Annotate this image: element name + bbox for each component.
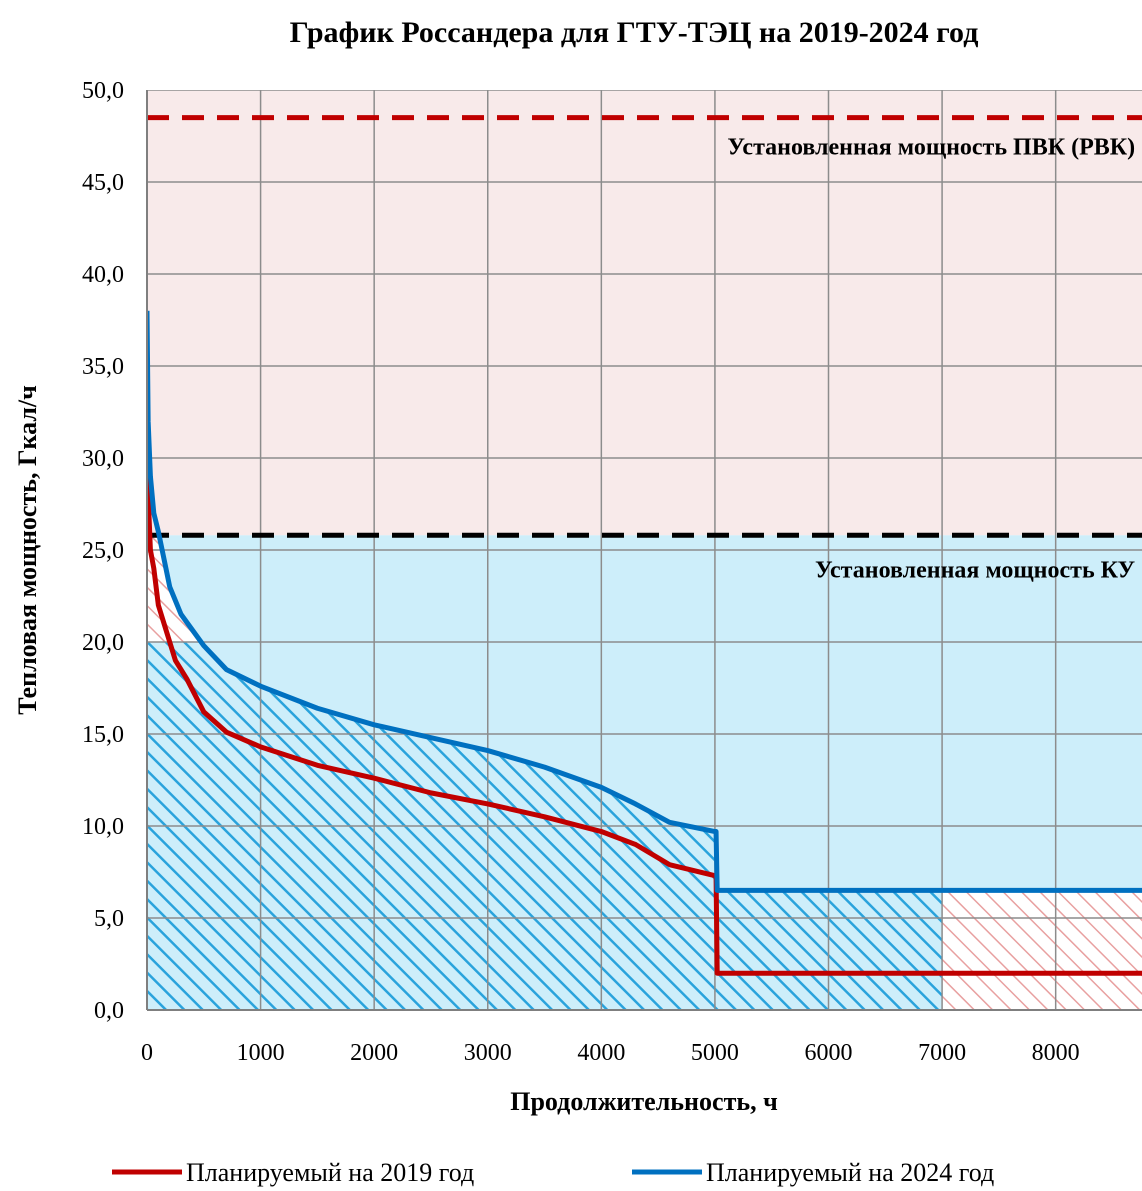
y-tick-label: 20,0 [82,630,124,656]
legend-label-2024: Планируемый на 2024 год [706,1158,994,1187]
series-line-2024 [147,310,1142,893]
y-tick-label: 25,0 [82,538,124,564]
y-tick-label: 30,0 [82,446,124,472]
y-tick-label: 15,0 [82,722,124,748]
axes-layer [146,90,1142,1011]
y-tick-label: 40,0 [82,262,124,288]
y-tick-label: 50,0 [82,78,124,104]
y-tick-label: 45,0 [82,170,124,196]
legend: Планируемый на 2019 год Планируемый на 20… [112,1158,994,1187]
x-tick-label: 5000 [691,1040,739,1066]
x-tick-label: 8000 [1032,1040,1080,1066]
series-layer [147,310,1142,976]
x-tick-label: 2000 [350,1040,398,1066]
plot-area [147,90,1142,1010]
series-line-2019 [147,411,1142,976]
x-tick-label: 6000 [805,1040,853,1066]
x-tick-label: 7000 [918,1040,966,1066]
y-tick-label: 0,0 [94,998,124,1024]
y-tick-label: 10,0 [82,814,124,840]
x-axis-title: Продолжительность, ч [510,1087,778,1116]
pvk-capacity-label: Установленная мощность ПВК (РВК) [727,134,1135,160]
grid-layer [147,90,1142,1010]
y-axis-title: Тепловая мощность, Гкал/ч [13,385,42,715]
y-tick-label: 5,0 [94,906,124,932]
legend-label-2019: Планируемый на 2019 год [186,1158,474,1187]
x-tick-label: 3000 [464,1040,512,1066]
x-tick-label: 0 [141,1040,153,1066]
regions-layer [147,90,1142,1010]
x-tick-labels: 0 1000 2000 3000 4000 5000 6000 7000 8000 [141,1040,1080,1066]
annotations: Установленная мощность ПВК (РВК) Установл… [727,134,1135,583]
hatch-red-tail [942,890,1142,1010]
x-tick-label: 4000 [577,1040,625,1066]
y-tick-labels: 0,0 5,0 10,0 15,0 20,0 25,0 30,0 35,0 40,0 45,0 50… [82,78,124,1024]
ku-capacity-label: Установленная мощность КУ [815,558,1136,584]
pvk-zone [147,90,1142,536]
chart-title: График Россандера для ГТУ-ТЭЦ на 2019-20… [290,16,979,49]
x-tick-label: 1000 [237,1040,285,1066]
y-tick-label: 35,0 [82,354,124,380]
reference-lines [147,115,1142,538]
